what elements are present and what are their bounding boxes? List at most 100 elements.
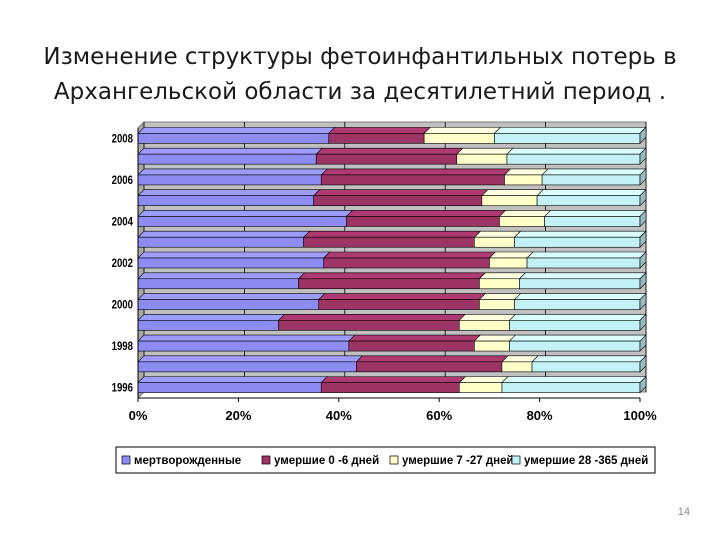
bar-front-face xyxy=(474,340,510,352)
bar-front-face xyxy=(137,299,320,310)
bar-front-face xyxy=(318,299,480,310)
bar-end-face xyxy=(639,230,647,248)
bar-front-face xyxy=(501,361,533,373)
bar-front-face xyxy=(514,236,641,248)
bar-segment xyxy=(488,251,534,269)
bar-segment xyxy=(315,147,464,165)
bar-top-face xyxy=(137,334,356,342)
page-number: 14 xyxy=(677,506,690,518)
bar-top-face xyxy=(137,210,354,217)
bar-segment xyxy=(458,376,509,393)
bar-top-face xyxy=(503,168,549,176)
bar-top-face xyxy=(345,210,507,217)
bar-end-face xyxy=(639,147,647,165)
bar-front-face xyxy=(313,195,483,206)
bar-segment xyxy=(508,313,647,332)
bar-segment xyxy=(137,210,354,227)
bar-top-face xyxy=(508,314,647,321)
bar-top-face xyxy=(137,293,326,300)
bar-top-face xyxy=(526,251,647,259)
x-tick-label: 100% xyxy=(623,408,657,423)
bar-front-face xyxy=(499,216,545,227)
bar-front-face xyxy=(137,340,350,352)
bar-top-face xyxy=(508,334,647,342)
bar-top-face xyxy=(531,355,647,363)
legend-swatch xyxy=(121,455,131,465)
bar-end-face xyxy=(639,375,647,394)
bar-top-face xyxy=(458,314,517,321)
y-tick-label: 1996 xyxy=(112,382,133,395)
x-tick-label: 40% xyxy=(326,408,352,423)
bar-top-face xyxy=(488,251,534,259)
bar-end-face xyxy=(639,355,647,373)
bar-top-face xyxy=(317,293,487,300)
bar-front-face xyxy=(526,257,641,269)
bar-front-face xyxy=(541,174,641,186)
bar-segment xyxy=(458,314,517,331)
bar-top-face xyxy=(513,293,647,300)
bars xyxy=(137,126,647,394)
bar-front-face xyxy=(506,153,641,165)
bar-segment xyxy=(137,334,356,352)
bar-segment xyxy=(137,314,286,331)
bar-segment xyxy=(355,355,509,373)
bar-top-face xyxy=(536,189,647,196)
bar-front-face xyxy=(423,133,495,144)
bar-segment xyxy=(137,147,323,165)
bar-front-face xyxy=(458,320,510,331)
bar-top-face xyxy=(312,189,489,196)
bar-front-face xyxy=(137,174,322,186)
bar-segment xyxy=(137,230,311,248)
bar-top-face xyxy=(456,147,514,155)
bar-segment xyxy=(317,293,487,310)
bar-end-face xyxy=(639,209,647,228)
bar-segment xyxy=(473,230,522,248)
bar-front-face xyxy=(501,382,641,393)
bar-end-face xyxy=(639,292,647,311)
bar-top-face xyxy=(478,272,527,280)
bar-front-face xyxy=(348,340,475,352)
x-tick-label: 80% xyxy=(527,408,553,423)
bar-front-face xyxy=(137,382,322,393)
bar-front-face xyxy=(320,174,505,186)
x-tick-label: 0% xyxy=(129,408,148,423)
legend-label: умершие 0 -6 дней xyxy=(274,455,379,467)
bar-segment xyxy=(526,251,647,269)
bar-top-face xyxy=(137,168,328,176)
bar-segment xyxy=(541,168,647,186)
bar-segment xyxy=(478,272,527,290)
bar-top-face xyxy=(543,210,647,217)
bar-segment xyxy=(513,292,647,311)
bar-top-face xyxy=(498,210,552,217)
y-tick-label: 1998 xyxy=(112,340,133,353)
bar-front-face xyxy=(328,133,425,144)
bar-top-face xyxy=(506,147,647,155)
bar-segment xyxy=(323,251,497,269)
y-tick-label: 2002 xyxy=(112,257,133,270)
bar-top-face xyxy=(137,314,286,321)
bar-top-face xyxy=(302,230,482,238)
bar-top-face xyxy=(355,355,509,363)
bar-top-face xyxy=(315,147,464,155)
bar-front-face xyxy=(137,216,347,227)
bar-top-face xyxy=(137,355,364,363)
bar-front-face xyxy=(479,278,520,290)
bar-segment xyxy=(501,375,647,394)
bar-segment xyxy=(513,230,647,248)
bar-end-face xyxy=(639,188,647,207)
legend-label: умершие 7 -27 дней xyxy=(402,455,514,467)
bar-top-face xyxy=(458,376,509,383)
bar-front-face xyxy=(346,216,500,227)
bar-end-face xyxy=(639,334,647,352)
bar-segment xyxy=(137,355,364,373)
bar-front-face xyxy=(509,320,641,331)
legend-entry: мертворожденные xyxy=(121,455,241,467)
bar-front-face xyxy=(323,257,490,269)
bar-front-face xyxy=(303,236,475,248)
legend-swatch xyxy=(261,455,271,465)
bar-segment xyxy=(277,314,467,331)
bar-front-face xyxy=(514,299,641,310)
legend-entry: умершие 0 -6 дней xyxy=(261,455,379,467)
bar-segment xyxy=(137,127,336,144)
axes: 1996 1998 2000 2002 2004 2006 2008 0% 20% 40% 60% 8… xyxy=(112,128,657,423)
